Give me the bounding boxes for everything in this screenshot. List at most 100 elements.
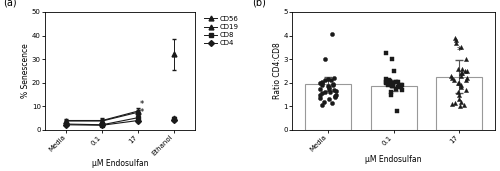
- Point: [452, 39, 460, 42]
- Point: [452, 37, 460, 39]
- Point: [460, 104, 468, 107]
- Point: [388, 58, 396, 61]
- Point: [318, 80, 326, 83]
- Point: [386, 93, 394, 96]
- Bar: [370, 86, 416, 130]
- Point: [398, 86, 406, 89]
- Point: [458, 72, 466, 75]
- Point: [329, 84, 337, 87]
- Text: *: *: [140, 108, 144, 117]
- Point: [392, 80, 400, 83]
- Point: [389, 83, 397, 85]
- Point: [448, 77, 456, 79]
- Point: [318, 104, 326, 107]
- Point: [331, 94, 339, 97]
- X-axis label: μM Endosulfan: μM Endosulfan: [366, 155, 422, 163]
- Point: [388, 82, 396, 85]
- Point: [324, 87, 332, 90]
- X-axis label: μM Endosulfan: μM Endosulfan: [92, 159, 148, 168]
- Point: [332, 96, 340, 98]
- Point: [462, 77, 470, 79]
- Point: [462, 79, 469, 82]
- Point: [457, 86, 465, 89]
- Point: [316, 97, 324, 100]
- Point: [462, 58, 470, 61]
- Bar: [306, 84, 351, 130]
- Point: [458, 67, 466, 70]
- Point: [328, 33, 336, 36]
- Text: (b): (b): [252, 0, 266, 7]
- Point: [461, 70, 469, 72]
- Point: [455, 93, 463, 96]
- Point: [456, 105, 464, 108]
- Point: [398, 88, 406, 91]
- Point: [316, 87, 324, 90]
- Point: [454, 67, 462, 70]
- Bar: [436, 77, 482, 130]
- Point: [390, 70, 398, 72]
- Point: [454, 81, 462, 84]
- Point: [318, 84, 326, 87]
- Point: [327, 79, 335, 82]
- Point: [382, 78, 390, 81]
- Point: [462, 88, 469, 91]
- Point: [384, 84, 392, 87]
- Point: [386, 80, 394, 82]
- Point: [456, 74, 464, 77]
- Point: [389, 82, 397, 85]
- Point: [388, 83, 396, 86]
- Point: [316, 81, 324, 84]
- Text: *: *: [456, 46, 462, 56]
- Point: [382, 52, 390, 55]
- Point: [332, 93, 340, 96]
- Point: [321, 79, 329, 82]
- Point: [450, 79, 458, 82]
- Point: [324, 78, 332, 81]
- Point: [320, 58, 328, 61]
- Point: [388, 84, 396, 87]
- Point: [394, 81, 402, 84]
- Point: [332, 90, 340, 92]
- Point: [382, 81, 390, 84]
- Point: [448, 103, 456, 105]
- Point: [398, 84, 406, 87]
- Point: [393, 110, 401, 113]
- Y-axis label: % Senescence: % Senescence: [22, 44, 30, 98]
- Y-axis label: Ratio CD4:CD8: Ratio CD4:CD8: [273, 43, 282, 99]
- Point: [389, 84, 397, 87]
- Point: [320, 91, 328, 94]
- Point: [388, 85, 396, 88]
- Point: [457, 84, 465, 87]
- Point: [382, 81, 390, 84]
- Point: [328, 101, 336, 104]
- Point: [451, 101, 459, 104]
- Point: [388, 83, 396, 85]
- Point: [457, 46, 465, 49]
- Point: [328, 83, 336, 85]
- Point: [452, 41, 460, 44]
- Point: [454, 81, 462, 84]
- Point: [454, 91, 462, 94]
- Text: *: *: [140, 100, 144, 109]
- Point: [318, 92, 326, 95]
- Point: [325, 98, 333, 101]
- Point: [324, 85, 332, 88]
- Text: (a): (a): [3, 0, 16, 7]
- Point: [458, 72, 466, 75]
- Point: [382, 80, 390, 83]
- Point: [325, 86, 333, 89]
- Point: [320, 100, 328, 103]
- Point: [385, 79, 393, 82]
- Point: [455, 98, 463, 101]
- Point: [458, 100, 466, 103]
- Point: [462, 70, 470, 72]
- Point: [447, 74, 455, 77]
- Point: [394, 86, 402, 88]
- Point: [326, 91, 334, 94]
- Point: [316, 93, 324, 96]
- Point: [330, 88, 338, 91]
- Point: [392, 87, 400, 90]
- Point: [318, 81, 326, 84]
- Point: [330, 77, 338, 79]
- Point: [395, 85, 403, 88]
